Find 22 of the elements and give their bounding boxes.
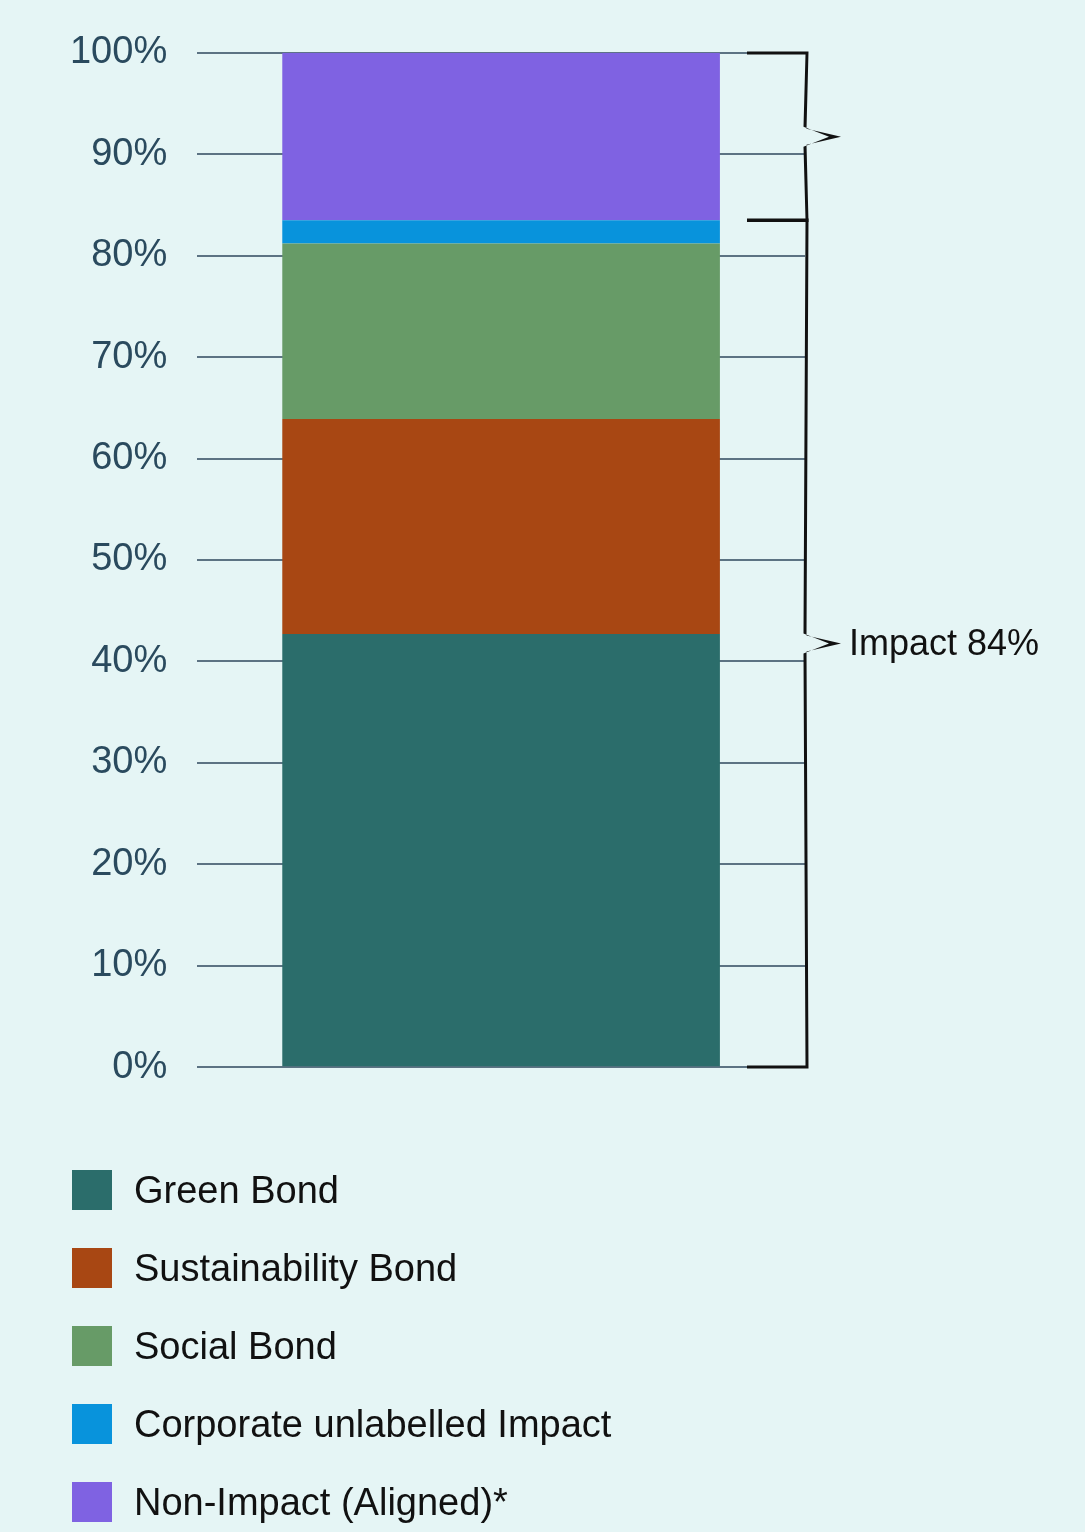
y-tick-label: 70% [91,333,168,376]
y-tick-label: 60% [91,435,168,478]
y-tick-label: 10% [91,942,168,985]
y-tick-label: 20% [91,840,168,883]
y-tick-label: 30% [91,739,168,782]
bar [282,52,720,221]
y-tick-label: 50% [91,536,168,579]
text: Impact 84% [849,621,1040,664]
legend-label: Social Bond [134,1325,337,1367]
bar [282,634,720,1067]
legend-label: Sustainability Bond [134,1247,458,1289]
bar [282,419,720,635]
y-tick-label: 40% [91,637,168,680]
y-tick-label: 0% [112,1043,168,1086]
y-tick-label: 100% [69,29,168,72]
bar [282,243,720,419]
legend-label: Non-Impact (Aligned)* [134,1481,508,1523]
y-tick-label: 90% [91,130,168,173]
legend-label: Green Bond [134,1169,339,1211]
y-tick-label: 80% [91,232,168,275]
bar [282,220,720,244]
legend-label: Corporate unlabelled Impact [134,1403,612,1445]
